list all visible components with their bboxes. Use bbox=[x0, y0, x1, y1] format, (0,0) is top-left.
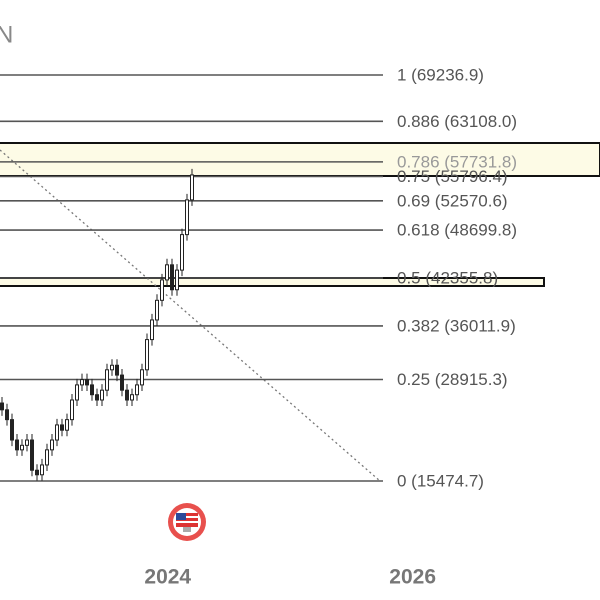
candle-body bbox=[5, 409, 9, 421]
highlight-zone bbox=[0, 142, 600, 177]
candle-body bbox=[25, 439, 29, 446]
candle-body bbox=[135, 384, 139, 396]
candle-body bbox=[65, 419, 69, 431]
fib-label: 0 (15474.7) bbox=[397, 471, 484, 490]
candle-body bbox=[40, 464, 44, 476]
chart-title: N bbox=[0, 21, 13, 48]
fib-label: 0.69 (52570.6) bbox=[397, 191, 508, 210]
candle-body bbox=[175, 269, 179, 291]
candle-body bbox=[190, 174, 194, 201]
candle-body bbox=[150, 319, 154, 341]
candle-body bbox=[155, 299, 159, 321]
candle-body bbox=[125, 389, 129, 401]
candle-body bbox=[10, 419, 14, 441]
candle-body bbox=[35, 469, 39, 476]
candle-body bbox=[120, 374, 124, 391]
fib-label: 0.25 (28915.3) bbox=[397, 370, 508, 389]
candle-body bbox=[110, 364, 114, 371]
candle-body bbox=[15, 439, 19, 451]
fib-label: 0.5 (42355.8) bbox=[397, 268, 498, 287]
candle-body bbox=[140, 369, 144, 386]
candle-body bbox=[160, 279, 164, 301]
candle-body bbox=[100, 389, 104, 401]
event-flag bbox=[168, 503, 206, 541]
candle-body bbox=[85, 379, 89, 386]
fib-label: 0.382 (36011.9) bbox=[397, 316, 516, 335]
candle-body bbox=[50, 439, 54, 451]
candle-body bbox=[75, 384, 79, 401]
candle-body bbox=[30, 439, 34, 471]
candle-body bbox=[180, 234, 184, 271]
trend-line bbox=[0, 149, 381, 482]
candle-body bbox=[145, 339, 149, 371]
candle-body bbox=[165, 264, 169, 281]
x-tick-label: 2026 bbox=[389, 566, 436, 589]
candle-body bbox=[90, 384, 94, 396]
candle-body bbox=[130, 394, 134, 401]
candle-body bbox=[185, 199, 189, 236]
candle-body bbox=[105, 369, 109, 391]
fib-label: 0.886 (63108.0) bbox=[397, 112, 517, 131]
candle-body bbox=[70, 399, 74, 421]
candle-body bbox=[20, 444, 24, 451]
candle-body bbox=[60, 424, 64, 431]
fib-label: 0.75 (55796.4) bbox=[397, 167, 508, 186]
candle-body bbox=[170, 264, 174, 291]
fib-label: 0.786 (57731.8) bbox=[397, 152, 517, 171]
candle-body bbox=[115, 364, 119, 376]
candle-body bbox=[80, 379, 84, 386]
fib-label: 1 (69236.9) bbox=[397, 65, 484, 84]
candle-body bbox=[55, 424, 59, 441]
candle-body bbox=[95, 394, 99, 401]
candle-body bbox=[0, 402, 4, 411]
fib-label: 0.618 (48699.8) bbox=[397, 221, 517, 240]
x-tick-label: 2024 bbox=[144, 566, 191, 589]
candle-body bbox=[45, 449, 49, 466]
